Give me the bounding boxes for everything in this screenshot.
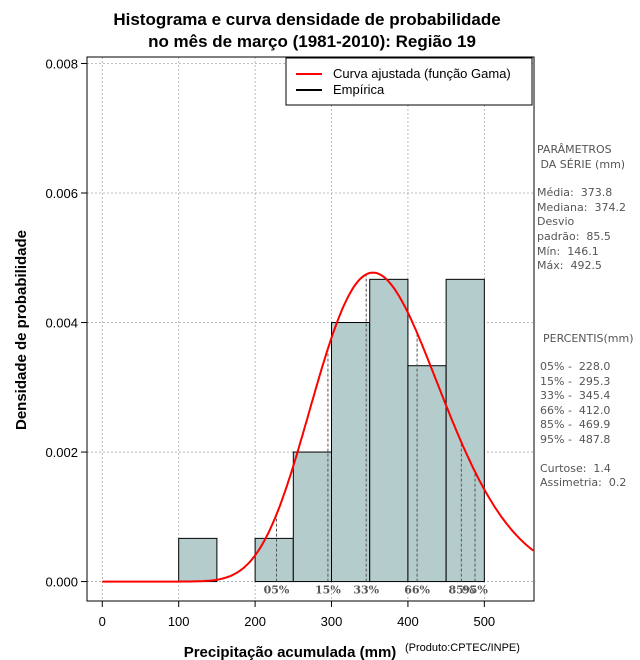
histogram-bar bbox=[292, 451, 333, 583]
y-tick-label: 0.006 bbox=[45, 186, 78, 201]
x-axis-title: Precipitação acumulada (mm) bbox=[184, 644, 397, 660]
percentil-row: 85% - 469.9 bbox=[540, 418, 611, 432]
legend: Curva ajustada (função Gama) Empírica bbox=[285, 57, 533, 106]
params-heading-line1: PARÂMETROS bbox=[537, 143, 612, 156]
percentis-list: 05% - 228.0 15% - 295.3 33% - 345.4 66% - 4… bbox=[540, 360, 626, 491]
params-panel: PARÂMETROS DA SÉRIE (mm) Média: 373.8 Medi… bbox=[537, 143, 626, 274]
percentile-label: 33% bbox=[353, 584, 379, 597]
histogram-bar bbox=[407, 365, 447, 583]
x-tick-label: 400 bbox=[397, 614, 419, 629]
histogram-bar bbox=[331, 322, 371, 583]
chart-title-line1: Histograma e curva densidade de probabil… bbox=[113, 10, 500, 29]
params-desvio-line1: Desvio bbox=[537, 215, 575, 229]
y-tick-label: 0.002 bbox=[45, 445, 78, 460]
percentil-row: 15% - 295.3 bbox=[540, 374, 611, 388]
percentis-heading: PERCENTIS(mm) bbox=[543, 332, 634, 345]
percentil-row: 05% - 228.0 bbox=[540, 360, 611, 373]
params-desvio-line2: padrão: 85.5 bbox=[537, 229, 611, 243]
histogram-bar bbox=[369, 278, 409, 583]
y-tick-label: 0.004 bbox=[45, 316, 78, 331]
histogram-bar bbox=[178, 537, 218, 583]
percentile-label: 66% bbox=[404, 584, 430, 597]
params-mediana: Mediana: 374.2 bbox=[537, 200, 626, 214]
product-credit: (Produto:CPTEC/INPE) bbox=[405, 642, 520, 654]
percentil-row: 95% - 487.8 bbox=[540, 432, 611, 446]
params-heading-line2: DA SÉRIE (mm) bbox=[537, 157, 626, 171]
chart-title-line2: no mês de março (1981-2010): Região 19 bbox=[148, 32, 476, 51]
percentil-row: 66% - 412.0 bbox=[540, 403, 611, 417]
x-tick-label: 500 bbox=[473, 614, 495, 629]
percentile-label: 15% bbox=[315, 584, 341, 597]
percentile-label: 95% bbox=[462, 584, 488, 597]
percentile-label: 05% bbox=[264, 584, 290, 597]
x-tick-label: 0 bbox=[99, 614, 106, 629]
legend-curve-label: Curva ajustada (função Gama) bbox=[333, 66, 511, 81]
percentile-label: 85% bbox=[448, 584, 474, 597]
params-min: Mín: 146.1 bbox=[537, 244, 599, 258]
legend-empirical-label: Empírica bbox=[333, 82, 385, 97]
x-tick-label: 300 bbox=[321, 614, 343, 629]
stats-curtose: Curtose: 1.4 bbox=[540, 461, 611, 475]
y-tick-label: 0.008 bbox=[45, 56, 78, 71]
legend-box bbox=[285, 57, 533, 106]
params-media: Média: 373.8 bbox=[537, 186, 613, 200]
y-tick-label: 0.000 bbox=[45, 575, 78, 590]
percentil-row: 33% - 345.4 bbox=[540, 389, 611, 403]
params-max: Máx: 492.5 bbox=[537, 259, 602, 273]
gamma-density-curve bbox=[102, 271, 534, 583]
x-tick-label: 100 bbox=[168, 614, 190, 629]
y-axis-title: Densidade de probabilidade bbox=[13, 230, 30, 430]
histogram-bar bbox=[445, 278, 485, 583]
plot-frame bbox=[86, 56, 535, 602]
x-tick-label: 200 bbox=[244, 614, 266, 629]
stats-assimetria: Assimetria: 0.2 bbox=[540, 476, 627, 490]
